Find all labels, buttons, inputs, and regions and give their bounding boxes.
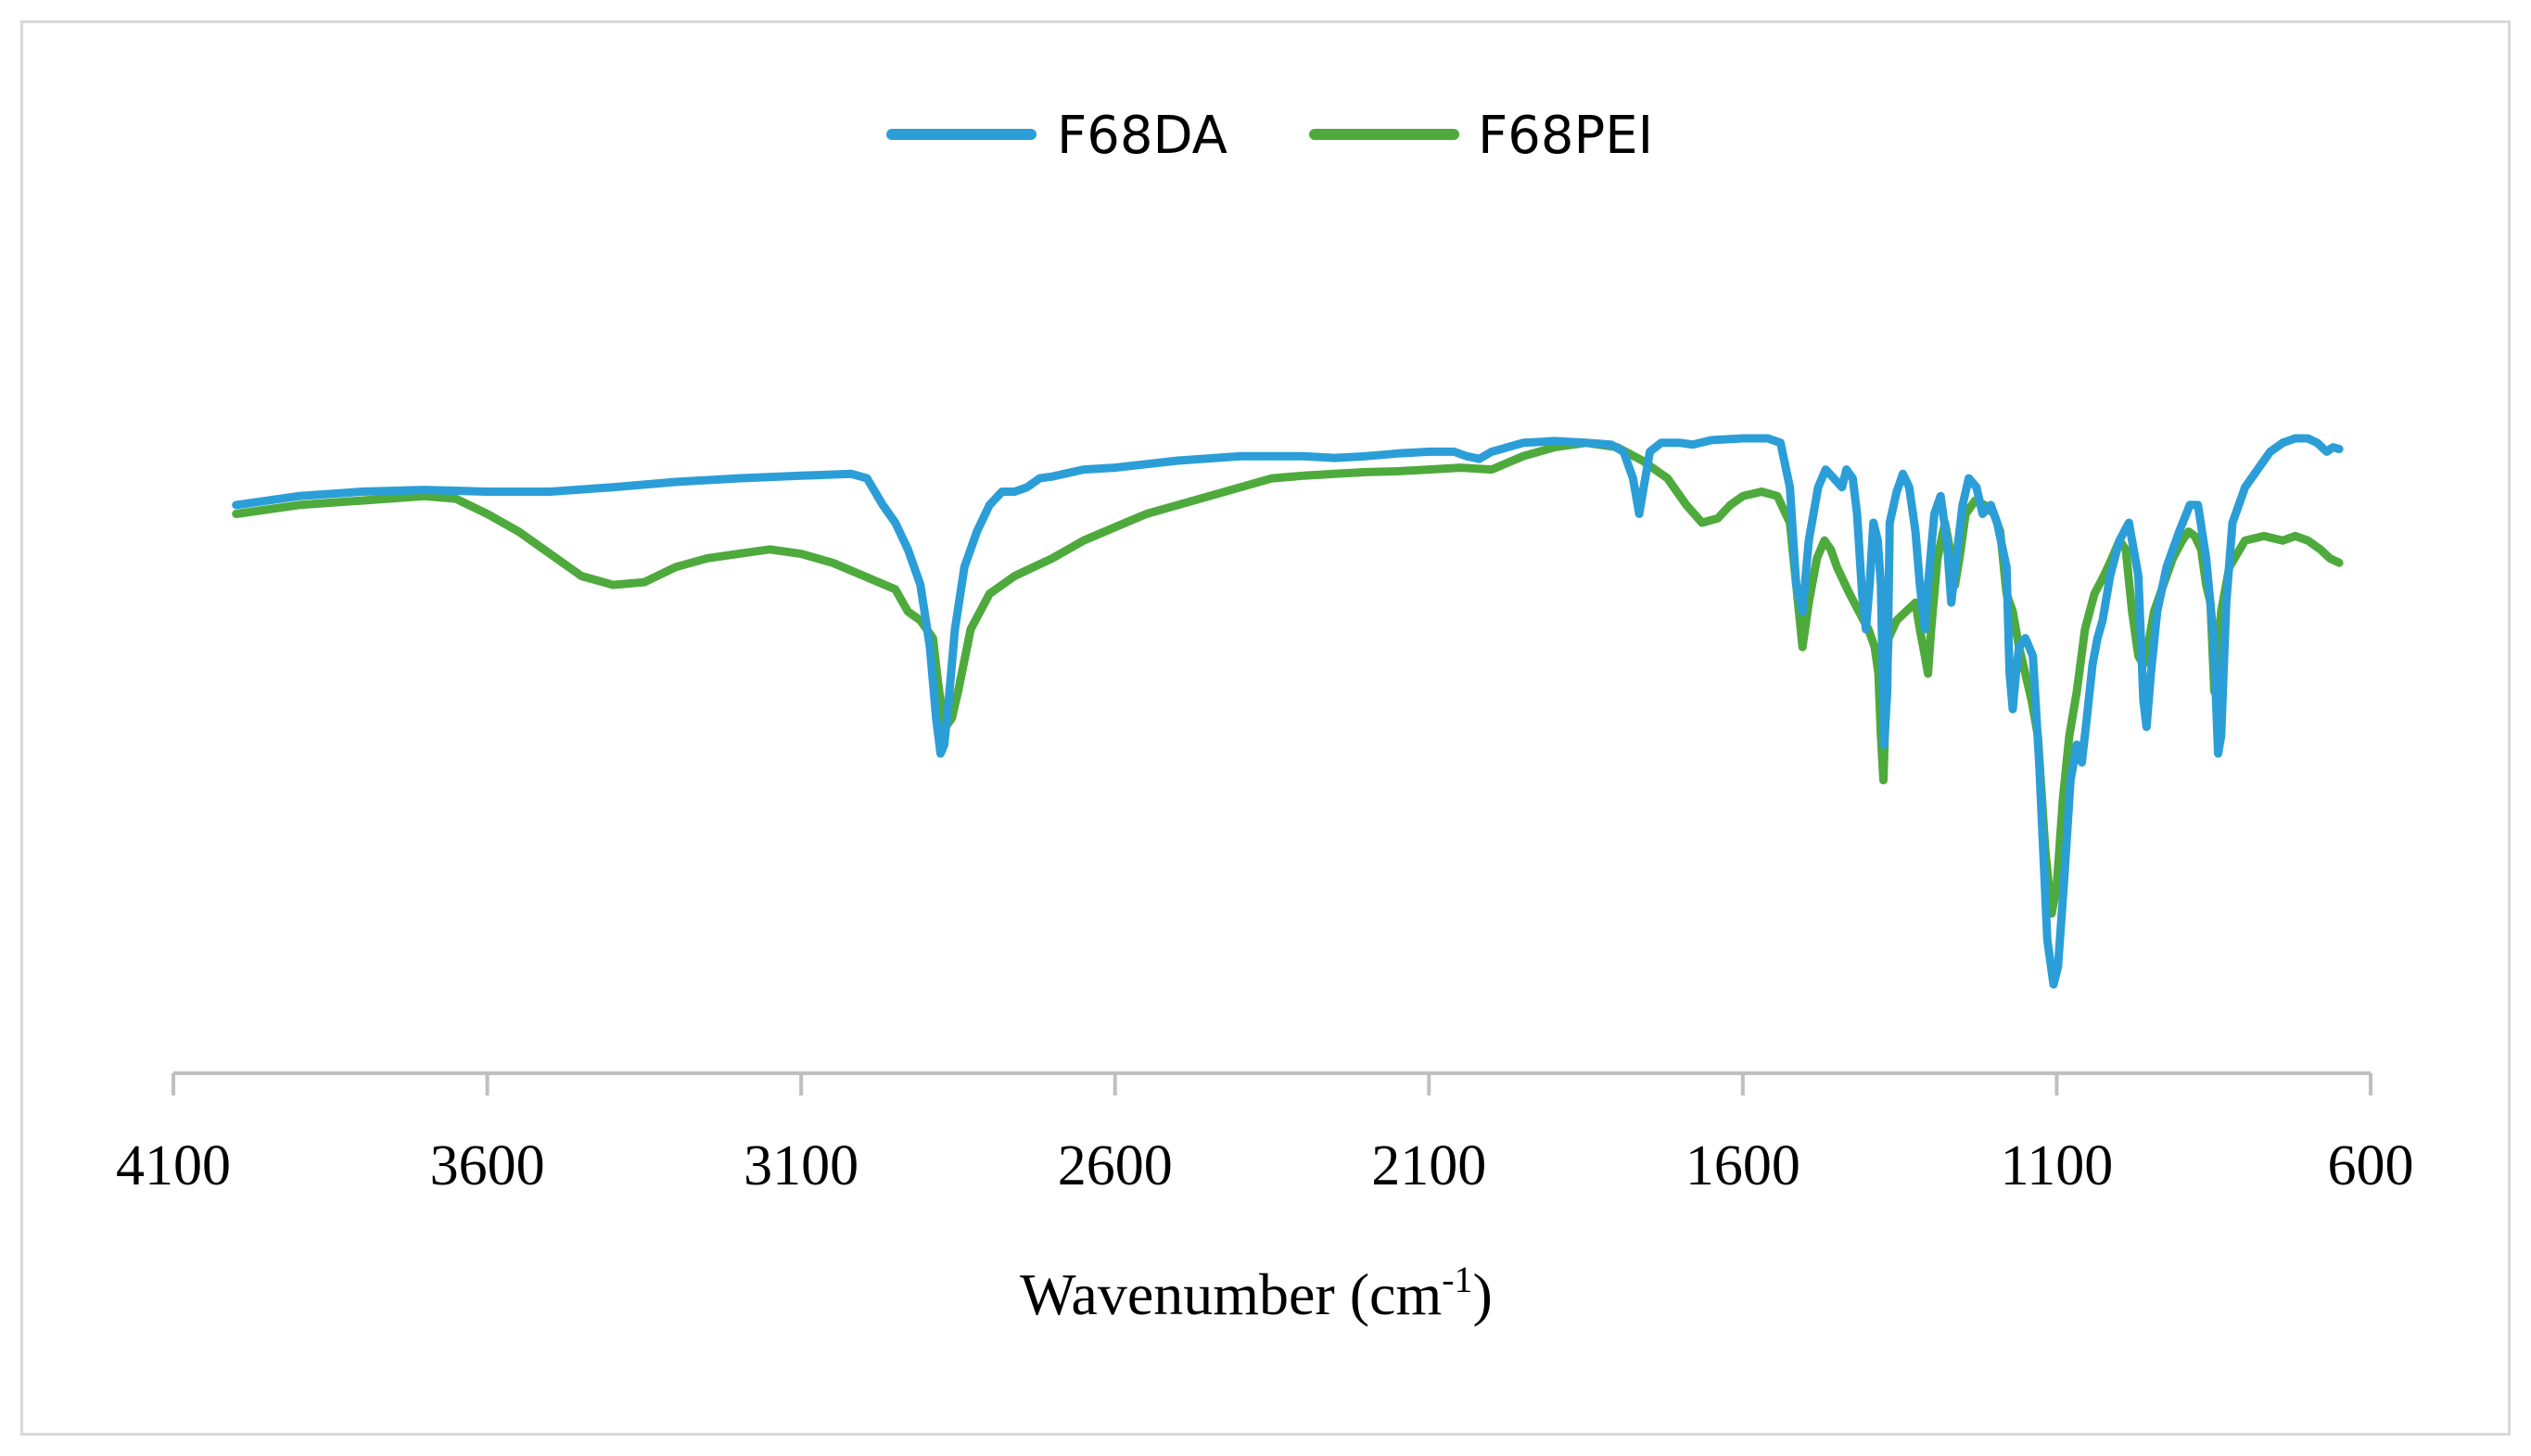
x-axis-title-sup: -1: [1442, 1259, 1472, 1300]
x-tick-label-1100: 1100: [2001, 1134, 2114, 1197]
x-axis: 4100 3600 3100 2600 2100 1600 1100 600: [116, 1071, 2414, 1197]
x-tick-label-2100: 2100: [1371, 1134, 1486, 1197]
x-tick-label-1600: 1600: [1685, 1134, 1800, 1197]
x-tick-label-3600: 3600: [430, 1134, 545, 1197]
series-line-f68da: [232, 434, 2344, 989]
x-axis-tick-labels: 4100 3600 3100 2600 2100 1600 1100 600: [116, 1134, 2414, 1197]
x-tick-label-4100: 4100: [116, 1134, 231, 1197]
series-layer: [232, 434, 2344, 989]
x-axis-title-close: ): [1473, 1261, 1493, 1327]
legend: F68DA F68PEI: [886, 106, 1653, 166]
x-axis-ticks: [172, 1073, 2372, 1095]
legend-label-f68pei: F68PEI: [1478, 106, 1653, 166]
legend-label-f68da: F68DA: [1057, 106, 1227, 166]
series-line-f68pei: [232, 438, 2344, 918]
x-axis-title: Wavenumber (cm-1): [1020, 1259, 1493, 1327]
x-tick-label-600: 600: [2328, 1134, 2414, 1197]
x-tick-label-3100: 3100: [744, 1134, 859, 1197]
x-tick-label-2600: 2600: [1058, 1134, 1173, 1197]
x-axis-title-main: Wavenumber (cm: [1020, 1261, 1442, 1327]
chart-frame: [20, 20, 2511, 1436]
